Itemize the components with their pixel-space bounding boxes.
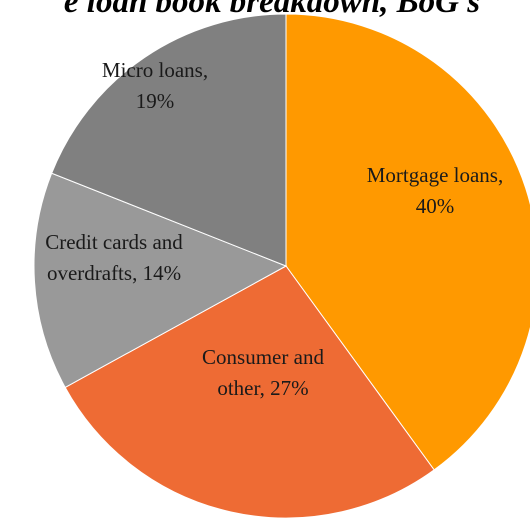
pie-slice-2 — [33, 172, 288, 389]
slice-label-line: 40% — [416, 194, 455, 218]
slice-label-1: Consumer and other, 27% — [202, 345, 324, 400]
slice-label-line: Micro loans, — [102, 58, 208, 82]
slice-label-3: Micro loans, 19% — [102, 58, 208, 113]
slice-label-0: Mortgage loans, 40% — [367, 163, 503, 218]
pie-labels: Mortgage loans, 40% Consumer and other, 27%… — [45, 58, 503, 400]
slice-label-2: Credit cards and overdrafts, 14% — [45, 230, 183, 285]
slice-label-line: other, 27% — [217, 376, 308, 400]
slice-label-line: overdrafts, 14% — [47, 261, 181, 285]
pie-slice-1 — [64, 265, 435, 518]
slice-label-line: 19% — [136, 89, 175, 113]
chart-title: e loan book breakdown, BoG s — [64, 0, 480, 20]
pie-slice-0 — [285, 13, 530, 471]
slice-label-line: Credit cards and — [45, 230, 183, 254]
pie-slices — [33, 13, 530, 518]
pie-slice-3 — [51, 13, 287, 267]
slice-label-line: Consumer and — [202, 345, 324, 369]
slice-label-line: Mortgage loans, — [367, 163, 503, 187]
